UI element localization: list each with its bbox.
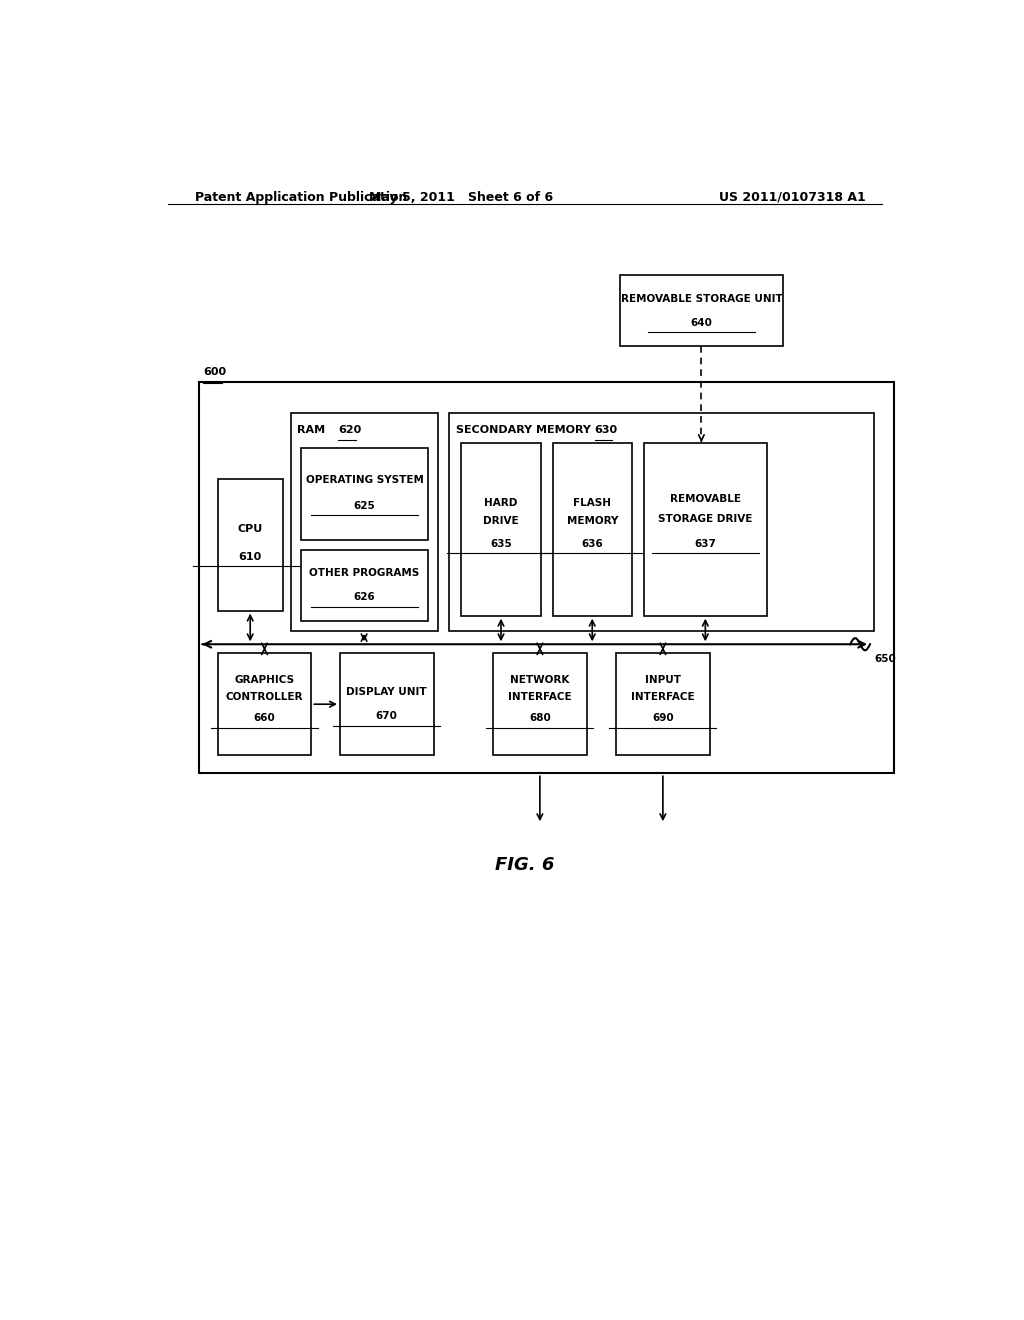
Bar [553, 444, 632, 615]
Bar [340, 653, 433, 755]
Text: May 5, 2011   Sheet 6 of 6: May 5, 2011 Sheet 6 of 6 [370, 190, 553, 203]
Text: INPUT: INPUT [645, 675, 681, 685]
Text: 625: 625 [353, 502, 376, 511]
Text: OTHER PROGRAMS: OTHER PROGRAMS [309, 568, 420, 578]
Text: 680: 680 [529, 713, 551, 723]
Text: DRIVE: DRIVE [483, 516, 519, 527]
Bar [494, 653, 587, 755]
Text: FLASH: FLASH [573, 498, 611, 508]
Text: 620: 620 [338, 425, 361, 434]
Text: REMOVABLE STORAGE UNIT: REMOVABLE STORAGE UNIT [621, 293, 782, 304]
Text: NETWORK: NETWORK [510, 675, 569, 685]
Text: CONTROLLER: CONTROLLER [225, 692, 303, 702]
Text: MEMORY: MEMORY [566, 516, 617, 527]
Bar [620, 276, 782, 346]
Text: 650: 650 [874, 655, 896, 664]
Text: INTERFACE: INTERFACE [508, 692, 571, 702]
Text: OPERATING SYSTEM: OPERATING SYSTEM [305, 475, 424, 484]
Bar [218, 653, 311, 755]
Text: US 2011/0107318 A1: US 2011/0107318 A1 [719, 190, 866, 203]
Text: 626: 626 [353, 593, 376, 602]
Bar [450, 413, 874, 631]
Text: DISPLAY UNIT: DISPLAY UNIT [346, 686, 427, 697]
Text: 610: 610 [239, 552, 262, 562]
Bar [301, 549, 428, 620]
Bar [616, 653, 710, 755]
Text: HARD: HARD [484, 498, 518, 508]
Text: 660: 660 [254, 713, 275, 723]
Text: INTERFACE: INTERFACE [631, 692, 694, 702]
Text: 635: 635 [490, 539, 512, 549]
Text: 640: 640 [690, 318, 713, 329]
Text: FIG. 6: FIG. 6 [496, 855, 554, 874]
Bar [218, 479, 283, 611]
Text: RAM: RAM [297, 425, 329, 434]
Text: 636: 636 [582, 539, 603, 549]
Bar [301, 447, 428, 540]
Bar [200, 381, 894, 774]
Text: GRAPHICS: GRAPHICS [234, 675, 295, 685]
Bar [461, 444, 541, 615]
Text: 690: 690 [652, 713, 674, 723]
Text: SECONDARY MEMORY: SECONDARY MEMORY [456, 425, 595, 434]
Text: REMOVABLE: REMOVABLE [670, 494, 740, 504]
Text: 600: 600 [204, 367, 226, 378]
Text: 630: 630 [595, 425, 617, 434]
Text: Patent Application Publication: Patent Application Publication [196, 190, 408, 203]
Text: CPU: CPU [238, 524, 263, 535]
Bar [644, 444, 767, 615]
Text: STORAGE DRIVE: STORAGE DRIVE [658, 515, 753, 524]
Text: 637: 637 [694, 539, 716, 549]
Bar [291, 413, 437, 631]
Text: 670: 670 [376, 711, 397, 722]
